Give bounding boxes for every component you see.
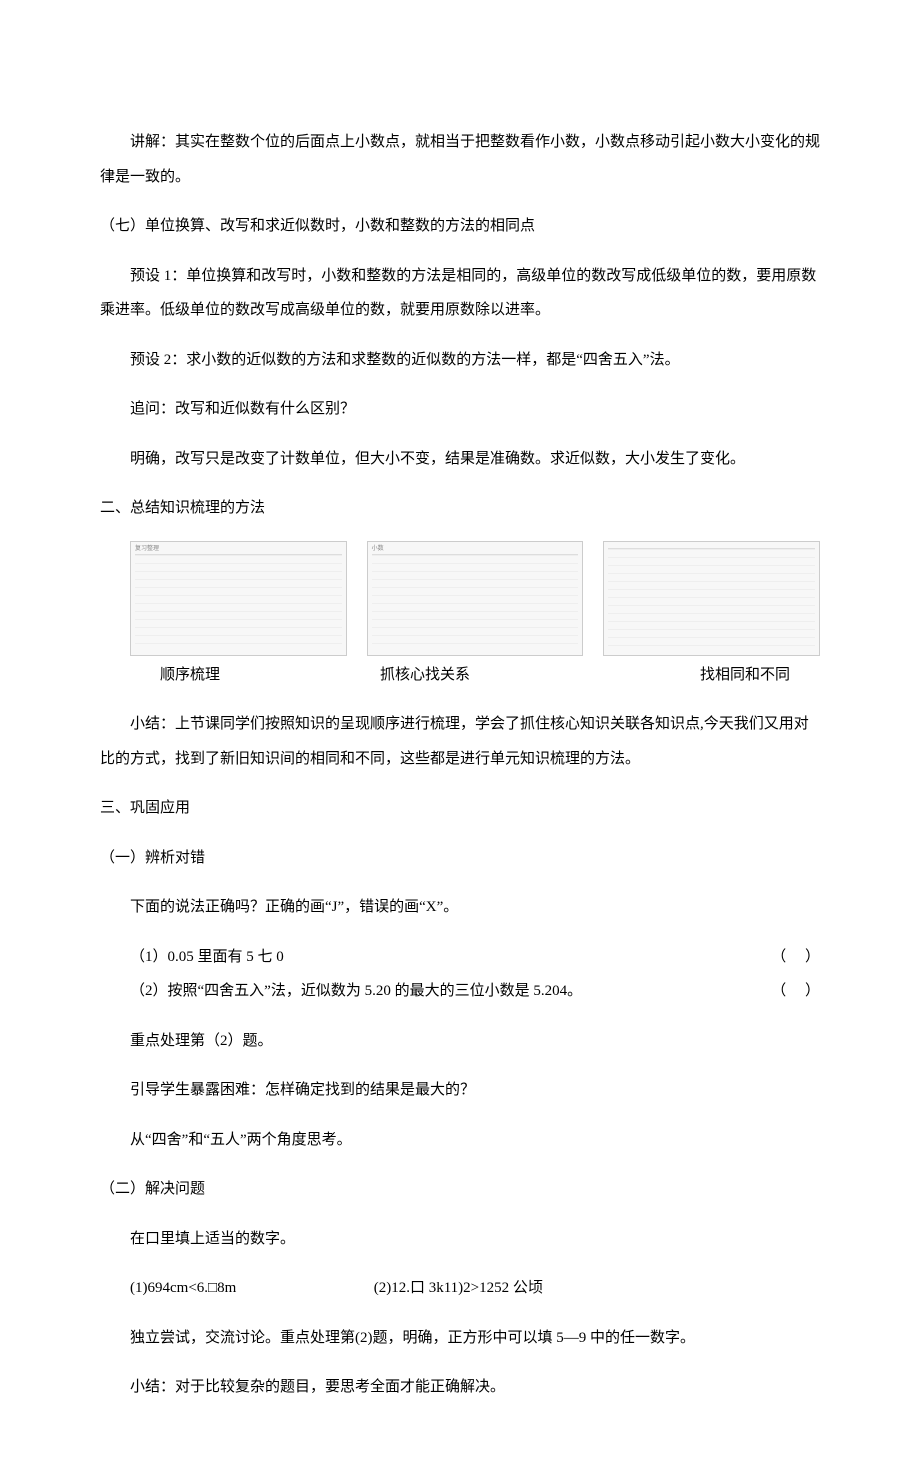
heading-3-1: （一）辨析对错 [100,841,820,876]
paragraph-guide: 引导学生暴露困难：怎样确定找到的结果是最大的？ [100,1073,820,1108]
diagram-thumbnails-row: 复习整理 小数 [130,541,820,656]
heading-seven: （七）单位换算、改写和求近似数时，小数和整数的方法的相同点 [100,209,820,244]
question-3a: (1)694cm<6.□8m [130,1271,370,1306]
question-2-text: （2）按照“四舍五入”法，近似数为 5.20 的最大的三位小数是 5.204。 [130,974,582,1009]
question-3-row: (1)694cm<6.□8m (2)12.口 3k11)2>1252 公顷 [100,1271,820,1306]
paragraph-try-discuss: 独立尝试，交流讨论。重点处理第(2)题，明确，正方形中可以填 5—9 中的任一数… [100,1321,820,1356]
paragraph-preset2: 预设 2：求小数的近似数的方法和求整数的近似数的方法一样，都是“四舍五入”法。 [100,343,820,378]
paragraph-summary: 小结：上节课同学们按照知识的呈现顺序进行梳理，学会了抓住核心知识关联各知识点,今… [100,707,820,776]
paragraph-explanation: 讲解：其实在整数个位的后面点上小数点，就相当于把整数看作小数，小数点移动引起小数… [100,125,820,194]
paragraph-angles: 从“四舍”和“五人”两个角度思考。 [100,1123,820,1158]
question-3b: (2)12.口 3k11)2>1252 公顷 [374,1280,543,1296]
question-1-row: （1）0.05 里面有 5 七 0 （ ） [100,940,820,975]
paragraph-final-summary: 小结：对于比较复杂的题目，要思考全面才能正确解决。 [100,1370,820,1405]
caption-1: 顺序梳理 [130,658,360,693]
diagram-captions: 顺序梳理 抓核心找关系 找相同和不同 [130,658,820,693]
document-page: 讲解：其实在整数个位的后面点上小数点，就相当于把整数看作小数，小数点移动引起小数… [0,0,920,1480]
paragraph-clarify: 明确，改写只是改变了计数单位，但大小不变，结果是准确数。求近似数，大小发生了变化… [100,442,820,477]
heading-three: 三、巩固应用 [100,791,820,826]
paragraph-preset1: 预设 1：单位换算和改写时，小数和整数的方法是相同的，高级单位的数改写成低级单位… [100,259,820,328]
question-1-blank: （ ） [771,940,820,975]
diagram-thumbnail-1: 复习整理 [130,541,347,656]
diagram-thumbnail-2: 小数 [367,541,584,656]
heading-3-2: （二）解决问题 [100,1172,820,1207]
question-2-blank: （ ） [771,974,820,1009]
paragraph-truefalse-intro: 下面的说法正确吗？正确的画“J”，错误的画“X”。 [100,890,820,925]
paragraph-followup: 追问：改写和近似数有什么区别？ [100,392,820,427]
caption-3: 找相同和不同 [620,658,820,693]
caption-2: 抓核心找关系 [360,658,620,693]
paragraph-fillblank-intro: 在口里填上适当的数字。 [100,1222,820,1257]
heading-two: 二、总结知识梳理的方法 [100,491,820,526]
paragraph-focus-q2: 重点处理第（2）题。 [100,1024,820,1059]
question-1-text: （1）0.05 里面有 5 七 0 [130,940,284,975]
diagram-thumbnail-3 [603,541,820,656]
question-2-row: （2）按照“四舍五入”法，近似数为 5.20 的最大的三位小数是 5.204。 … [100,974,820,1009]
